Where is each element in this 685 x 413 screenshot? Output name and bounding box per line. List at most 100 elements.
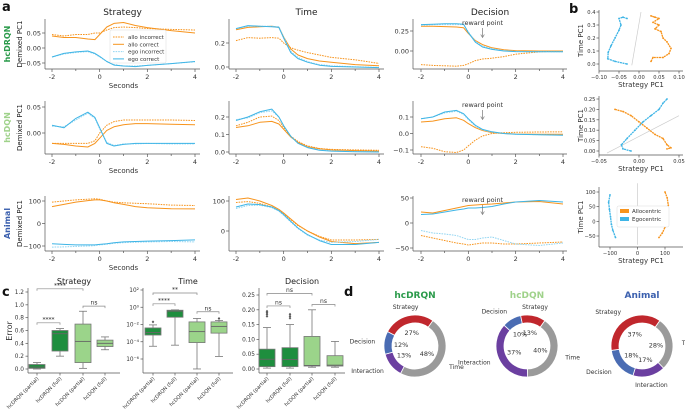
box-hcDRQN (partial) [258,309,276,369]
y-axis-label: Error [5,321,14,341]
arrow-head-icon [480,211,485,216]
significance-bracket [196,311,220,314]
x-tick-label: 4 [561,158,565,166]
series-ego-correct [420,109,564,136]
slice-label: Time [448,364,464,371]
x-tick-label: 2 [514,73,518,81]
trajectory-point [626,137,628,140]
trajectory-Egocentric [607,194,617,238]
significance-bracket [36,288,84,291]
trajectory-point [609,194,611,196]
slice-percent: 12% [394,341,408,349]
y-axis-label: Demixed PC1 [16,104,24,151]
series-allo-incorrect [52,119,196,144]
x-tick-label: -2 [418,158,424,166]
series-allo-incorrect [420,50,564,67]
legend-entry: allo correct [128,42,160,48]
y-tick-label: 0.00 [27,44,41,52]
series-ego-correct [51,111,195,147]
slice-percent: 17% [638,356,652,364]
decision-boundary-line [606,115,680,154]
series-allo-correct [51,22,196,41]
series-ego-correct [51,239,196,246]
box-iqr [74,323,92,363]
y-tick-label: 0.0 [399,130,409,138]
x-tick-label: −100 [603,251,617,257]
line-chart-Animal-1: -2 0 2 4 100 0 [213,196,384,263]
significance-label: **** [43,316,55,323]
reward-point-annotation: reward point [462,19,504,27]
x-tick-label: 0 [282,158,286,166]
slice-percent: 28% [649,341,663,349]
significance-label: ns [286,287,293,294]
trajectory-point [618,29,620,32]
x-tick-label: 0.05 [653,75,665,81]
y-tick-label: 0.00 [27,129,41,137]
y-tick-label: 0.00 [242,367,255,373]
trajectory-point [668,52,670,55]
slice-label: Strategy [595,309,621,316]
significance-label: ns [320,298,327,305]
y-tick-label: 10⁰ [129,304,139,311]
outlier-marker [151,320,155,324]
box-hcDRQN (full) [281,312,299,369]
x-tick-label: -2 [233,73,239,81]
box-hcDQN (partial) [188,318,206,370]
significance-bracket [36,322,61,325]
significance-bracket [266,305,291,308]
y-tick-label: 0.1 [399,113,409,121]
x-tick-label: 0 [636,251,639,257]
chart-title: Decision [285,277,319,286]
legend-entry: ego incorrect [128,50,165,56]
y-tick-label: −50 [585,234,596,240]
significance-label: ns [275,299,282,306]
y-tick-label: 0.05 [27,103,41,111]
series-ego-correct [420,200,564,215]
trajectory-point [652,21,654,24]
box-hcDQN (full) [210,316,228,357]
series-allo-incorrect [420,131,564,153]
trajectory-point [606,57,609,60]
x-tick-label: 0 [282,73,286,81]
x-tick-label: 0 [98,158,102,166]
y-tick-label: 50 [401,194,409,202]
arrow-head-icon [480,34,485,39]
y-tick-label: 0.3 [587,23,595,29]
x-axis-label: Seconds [109,264,139,272]
trajectory-point [622,148,624,150]
slice-label: Strategy [522,304,548,311]
line-chart-Animal-0: -2 0 2 4 100 0 −100 Seconds Demixed PC1 [16,196,200,272]
slice-percent: 13% [397,351,411,359]
trajectory-point [646,127,648,130]
reward-point-annotation: reward point [462,196,504,204]
trajectory-point [620,143,623,146]
x-tick-label: −0.05 [591,159,607,165]
box-iqr [326,355,344,367]
x-tick-label: 2 [145,255,149,263]
x-tick-label: 4 [561,73,565,81]
trajectory-point [626,63,628,65]
slice-label: Decision [482,308,508,315]
y-axis-label: Time PC1 [577,24,585,58]
x-tick-label: 2 [514,158,518,166]
trajectory-point [670,146,672,149]
x-axis-label: Seconds [109,82,139,90]
trajectory-point [607,51,610,54]
x-tick-label: 4 [377,73,381,81]
series-ego-correct [235,108,380,153]
trajectory-point [660,30,662,33]
significance-label: **** [54,282,66,289]
box-hcDQN (full) [326,341,344,368]
trajectory-point [620,24,622,26]
box-hcDQN (partial) [74,310,92,369]
y-tick-label: 0.2 [587,36,595,42]
significance-label: **** [158,297,170,304]
significance-bracket [152,292,198,295]
x-axis-label: Strategy PC1 [618,165,664,173]
y-tick-label: 0 [37,220,41,228]
slice-label: Interaction [458,360,491,367]
y-tick-label: 1.0 [15,303,25,309]
trajectory-chart-hcDQN: −0.05 0.00 0.050.250.200.150.100.050.00Str… [577,96,685,173]
